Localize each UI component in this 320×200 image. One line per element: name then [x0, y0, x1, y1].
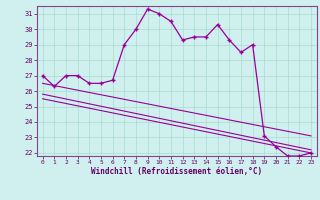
X-axis label: Windchill (Refroidissement éolien,°C): Windchill (Refroidissement éolien,°C): [91, 167, 262, 176]
